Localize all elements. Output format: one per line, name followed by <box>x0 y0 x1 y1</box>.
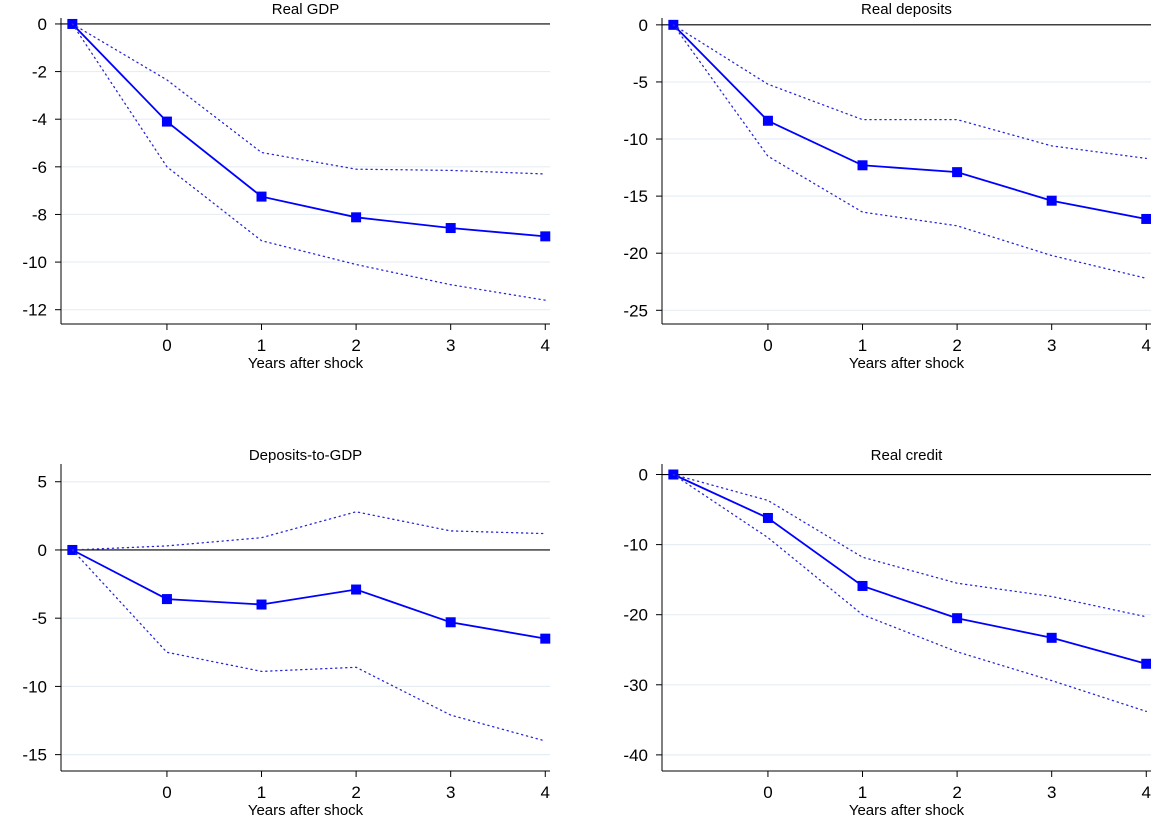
ci-upper-line <box>672 473 1147 618</box>
estimate-marker <box>540 231 551 242</box>
ci-lower-line <box>672 473 1147 713</box>
y-tick-label: 0 <box>639 466 648 485</box>
estimate-marker <box>351 584 362 595</box>
x-tick-label: 3 <box>1047 783 1056 802</box>
panel-1: Real GDP 0 -2 -4 -6 -8 -10 -12 0 1 2 3 4 Years after … <box>22 1 551 372</box>
y-tick-label: -25 <box>623 301 648 320</box>
estimate-marker <box>1141 213 1151 224</box>
y-tick-label: -10 <box>22 253 47 272</box>
y-tick-label: -2 <box>32 63 47 82</box>
panel-2: Real deposits 0 -5 -10 -15 -20 -25 0 1 2 3 4 Years a… <box>623 1 1151 372</box>
x-tick-label: 0 <box>763 783 772 802</box>
x-tick-label: 3 <box>1047 336 1056 355</box>
y-tick-label: -5 <box>32 609 47 628</box>
x-tick-label: 3 <box>446 783 455 802</box>
y-tick-label: -6 <box>32 158 47 177</box>
estimate-line <box>71 23 546 238</box>
estimate-line <box>71 549 546 640</box>
panel-title: Real GDP <box>272 1 340 18</box>
estimate-marker <box>161 116 172 127</box>
y-tick-label: -12 <box>22 301 47 320</box>
x-tick-label: 2 <box>351 336 360 355</box>
y-tick-label: -20 <box>623 244 648 263</box>
y-tick-label: 0 <box>639 16 648 35</box>
y-tick-label: -4 <box>32 110 47 129</box>
y-tick-label: -10 <box>623 536 648 555</box>
estimate-marker <box>857 580 868 591</box>
x-tick-label: 0 <box>162 336 171 355</box>
y-tick-label: -10 <box>623 130 648 149</box>
ci-lower-line <box>71 23 546 301</box>
estimate-marker <box>256 599 267 610</box>
estimate-marker <box>351 212 362 223</box>
ci-lower-line <box>672 24 1147 279</box>
x-tick-label: 4 <box>1142 336 1151 355</box>
x-tick-label: 0 <box>162 783 171 802</box>
panel-title: Deposits-to-GDP <box>249 447 362 464</box>
x-tick-label: 4 <box>541 783 550 802</box>
estimate-marker <box>1141 658 1151 669</box>
ci-upper-line <box>71 511 546 551</box>
estimate-marker <box>445 223 456 234</box>
estimate-marker <box>540 633 551 644</box>
estimate-marker <box>1046 195 1057 206</box>
estimate-marker <box>952 167 963 178</box>
estimate-marker <box>857 160 868 171</box>
ci-upper-line <box>672 24 1147 160</box>
estimate-marker <box>161 594 172 605</box>
y-tick-label: -40 <box>623 746 648 765</box>
y-tick-label: -20 <box>623 606 648 625</box>
x-tick-label: 2 <box>351 783 360 802</box>
x-tick-label: 4 <box>541 336 550 355</box>
y-tick-label: -5 <box>633 73 648 92</box>
x-tick-label: 1 <box>858 336 867 355</box>
panel-title: Real deposits <box>861 1 952 18</box>
x-axis-label: Years after shock <box>849 355 965 372</box>
x-tick-label: 1 <box>858 783 867 802</box>
y-tick-label: 5 <box>38 473 47 492</box>
y-tick-label: -30 <box>623 676 648 695</box>
panel-3: Deposits-to-GDP 5 0 -5 -10 -15 0 1 2 3 4 Years afte… <box>22 447 551 819</box>
x-tick-label: 2 <box>952 783 961 802</box>
panel-title: Real credit <box>871 447 944 464</box>
y-tick-label: -15 <box>22 746 47 765</box>
estimate-marker <box>1046 632 1057 643</box>
y-tick-label: -8 <box>32 205 47 224</box>
x-tick-label: 2 <box>952 336 961 355</box>
x-tick-label: 1 <box>257 336 266 355</box>
x-tick-label: 4 <box>1142 783 1151 802</box>
estimate-marker <box>762 512 773 523</box>
estimate-marker <box>762 115 773 126</box>
ci-upper-line <box>71 23 546 175</box>
ci-lower-line <box>71 549 546 742</box>
x-axis-label: Years after shock <box>248 802 364 819</box>
y-tick-label: -15 <box>623 187 648 206</box>
panel-4: Real credit 0 -10 -20 -30 -40 0 1 2 3 4 Years after… <box>623 447 1151 819</box>
estimate-marker <box>445 617 456 628</box>
estimate-marker <box>256 191 267 202</box>
x-tick-label: 0 <box>763 336 772 355</box>
estimate-line <box>673 473 1147 665</box>
x-axis-label: Years after shock <box>849 802 965 819</box>
y-tick-label: 0 <box>38 15 47 34</box>
estimate-marker <box>952 613 963 624</box>
y-tick-label: 0 <box>38 541 47 560</box>
x-axis-label: Years after shock <box>248 355 364 372</box>
x-tick-label: 3 <box>446 336 455 355</box>
x-tick-label: 1 <box>257 783 266 802</box>
estimate-line <box>672 24 1147 220</box>
y-tick-label: -10 <box>22 677 47 696</box>
